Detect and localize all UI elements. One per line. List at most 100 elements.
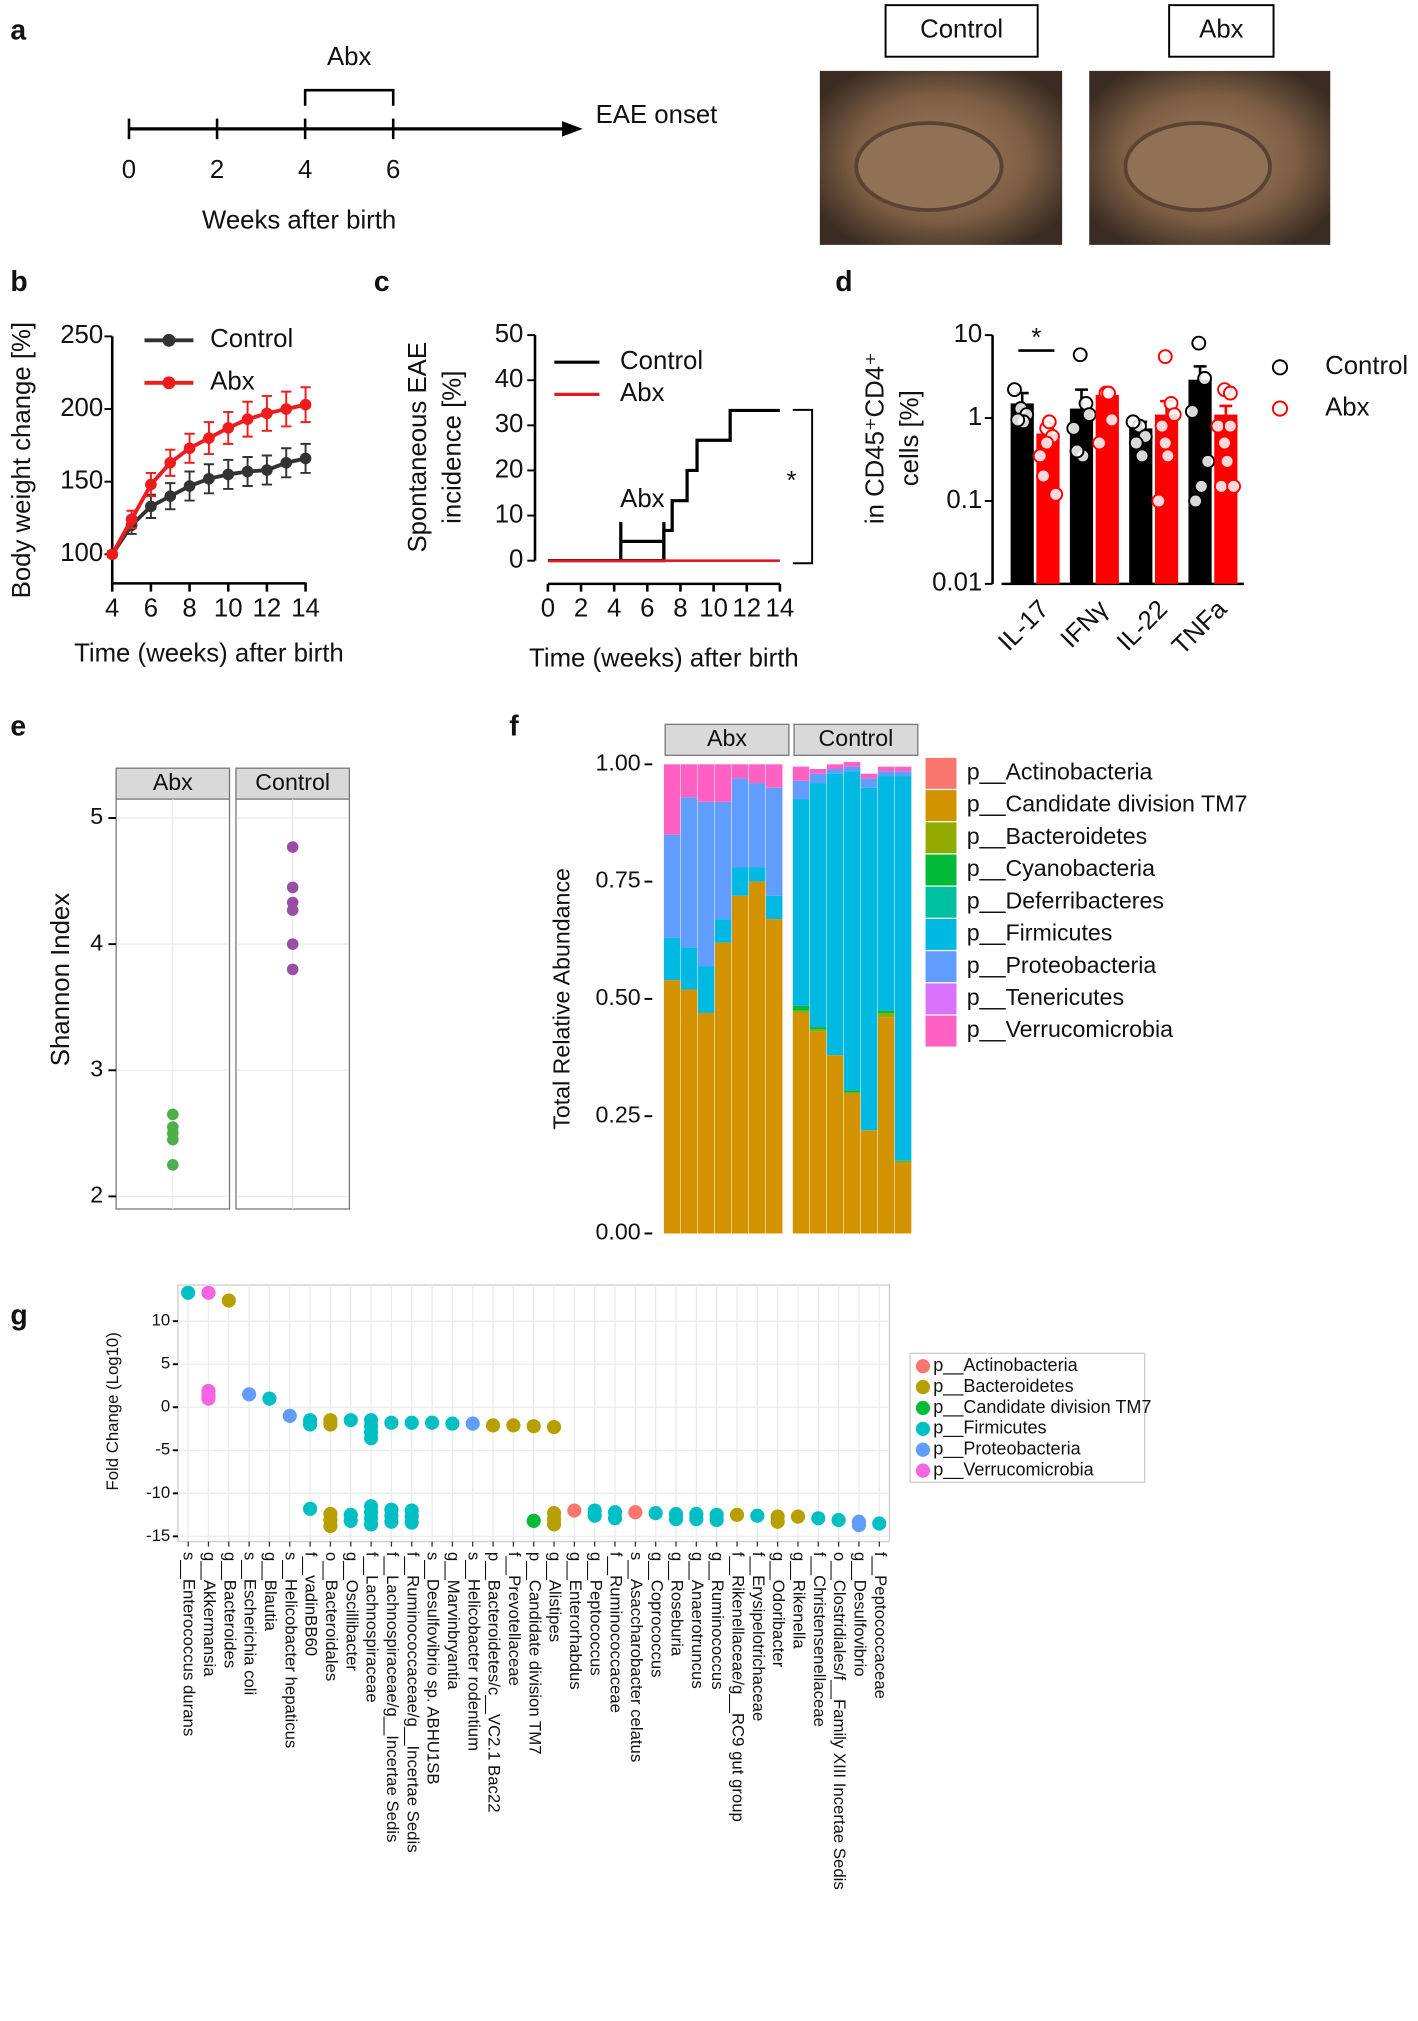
legend-label: p__Cyanobacteria	[967, 855, 1155, 881]
point	[262, 1391, 277, 1406]
point	[1066, 420, 1082, 436]
bar-segment	[809, 783, 827, 1028]
point	[201, 1391, 216, 1406]
point	[831, 1512, 846, 1528]
legend-swatch	[925, 918, 957, 950]
y-tick-label: 250	[60, 321, 103, 349]
bar-segment	[748, 881, 766, 1234]
y-tick-label: 1	[968, 403, 982, 431]
legend-swatch	[925, 790, 957, 822]
legend-marker	[915, 1400, 931, 1416]
point	[1154, 418, 1170, 434]
marker	[261, 407, 273, 420]
x-tick-label: f__Peptococcaceae	[871, 1552, 890, 1699]
bar-segment	[843, 761, 861, 767]
bar-segment	[697, 764, 715, 802]
point	[1193, 478, 1209, 494]
legend-marker	[1271, 400, 1289, 417]
point	[1069, 443, 1085, 459]
legend-marker	[915, 1442, 931, 1457]
bar-segment	[877, 1017, 895, 1234]
x-tick-label: s__Helicobacter rodentium	[464, 1552, 483, 1751]
bar-segment	[792, 799, 810, 1006]
legend-label: Control	[210, 325, 293, 353]
point	[1157, 349, 1173, 365]
marker	[203, 472, 215, 485]
bar-segment	[894, 771, 912, 777]
x-tick-label: g__Rikenella	[790, 1552, 809, 1650]
x-tick-label: 8	[182, 594, 196, 622]
legend-marker	[1271, 359, 1289, 376]
legend-label: p__Bacteroidetes	[967, 823, 1147, 849]
panel-letter: e	[10, 711, 26, 743]
step-line	[547, 408, 780, 563]
y-tick-label: 150	[60, 466, 103, 494]
bar-segment	[809, 1027, 827, 1030]
point	[1081, 407, 1097, 423]
bar-segment	[826, 1055, 844, 1234]
x-tick-label: g__Desulfovibrio	[851, 1552, 870, 1677]
y-axis-title: Shannon Index	[47, 893, 75, 1066]
panel-letter: g	[10, 1300, 27, 1332]
y-axis-title: incidence [%]	[439, 371, 467, 524]
legend-label: Abx	[210, 368, 255, 396]
point	[607, 1511, 623, 1526]
y-tick-label: 1.00	[596, 749, 641, 775]
point	[167, 1159, 179, 1171]
point	[1217, 435, 1232, 451]
y-tick-label: -15	[146, 1526, 170, 1545]
marker	[280, 403, 293, 415]
legend-label: p__Tenericutes	[967, 984, 1124, 1010]
y-axis-title: Total Relative Abundance	[548, 868, 574, 1130]
marker	[183, 442, 196, 455]
point	[1210, 418, 1226, 434]
bar-segment	[860, 1130, 878, 1234]
point	[343, 1513, 358, 1528]
point	[1160, 448, 1176, 464]
x-tick-label: g__Marvinbryantia	[444, 1552, 463, 1690]
legend-label: p__Candidate division TM7	[933, 1397, 1151, 1418]
panel-letter: a	[10, 15, 26, 47]
point	[384, 1415, 399, 1430]
bar-segment	[697, 966, 715, 1013]
point	[1101, 385, 1116, 401]
x-tick-label: g__Blautia	[261, 1552, 280, 1632]
marker	[222, 468, 235, 481]
x-tick-label: f__Lachnospiraceae/g__Incertae Sedis	[383, 1552, 402, 1843]
annotation: Abx	[620, 485, 665, 513]
bar-segment	[826, 764, 844, 770]
y-tick-label: 5	[90, 803, 103, 829]
x-tick-label: s__Desulfovibrio sp. ABHU1SB	[424, 1552, 443, 1785]
point	[404, 1415, 419, 1430]
point	[1036, 468, 1051, 484]
x-tick-label: o__Bacteroidales	[322, 1552, 341, 1681]
facet-strip	[235, 767, 351, 800]
y-tick-label: 10	[495, 500, 524, 528]
legend-marker	[915, 1359, 931, 1374]
marker	[241, 465, 254, 478]
panel-letter: b	[10, 266, 27, 298]
point	[1184, 404, 1200, 419]
bar-segment	[792, 780, 810, 800]
y-tick-label: 40	[495, 365, 524, 393]
x-tick-label: f__Prevotellaceae	[505, 1552, 524, 1686]
legend-marker	[915, 1421, 931, 1436]
y-tick-label: 200	[60, 394, 103, 422]
point	[587, 1508, 602, 1523]
y-tick-label: 30	[495, 410, 524, 438]
bar-segment	[792, 1010, 810, 1013]
point	[167, 1108, 179, 1121]
x-tick-label: 12	[732, 594, 761, 622]
y-tick-label: 20	[495, 455, 524, 483]
bar-segment	[792, 1005, 810, 1011]
bar-segment	[663, 834, 681, 938]
marker	[261, 464, 273, 476]
point	[1134, 448, 1150, 464]
bar-segment	[843, 771, 861, 1091]
point	[546, 1517, 562, 1532]
y-tick-label: 0.1	[946, 486, 982, 514]
x-tick-label: g__Ruminococcus	[708, 1552, 727, 1690]
x-tick-label: 4	[607, 594, 621, 622]
y-axis-title: Spontaneous EAE	[404, 342, 432, 553]
